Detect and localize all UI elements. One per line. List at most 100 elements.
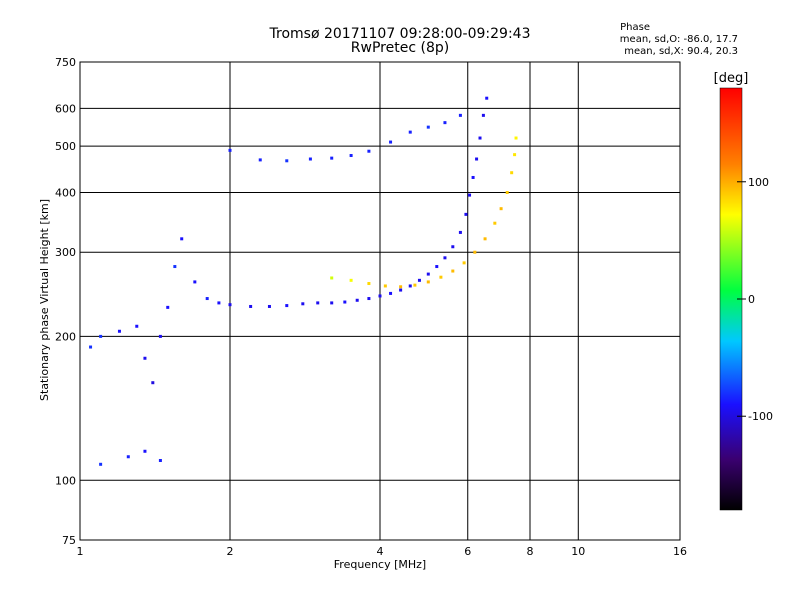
y-tick-label: 600	[55, 102, 76, 115]
colorbar-unit-label: [deg]	[714, 71, 749, 86]
echo-point	[471, 175, 475, 179]
echo-point	[217, 301, 221, 305]
echo-point	[426, 125, 430, 129]
echo-point	[426, 272, 430, 276]
echo-point	[367, 297, 371, 301]
echo-point	[493, 221, 497, 225]
y-tick-label: 300	[55, 246, 76, 259]
y-tick-label: 100	[55, 474, 76, 487]
y-axis-ticks: 75 100 200 300 400 500 600 750	[55, 56, 76, 547]
echo-point	[349, 154, 353, 158]
y-tick-label: 400	[55, 186, 76, 199]
echo-point	[285, 159, 289, 163]
echo-point	[426, 280, 430, 284]
x-tick-label: 10	[571, 545, 585, 558]
x-tick-label: 16	[673, 545, 687, 558]
echo-point	[180, 237, 184, 241]
x-tick-label: 8	[527, 545, 534, 558]
echo-point	[330, 301, 334, 305]
echo-point	[413, 283, 417, 287]
echo-point	[473, 250, 477, 254]
echo-point	[443, 256, 447, 260]
echo-point	[485, 96, 489, 100]
echo-point	[343, 300, 347, 304]
echo-point	[439, 275, 443, 279]
echo-point	[151, 381, 155, 385]
colorbar-tick-label: -100	[748, 410, 773, 423]
x-axis-label: Frequency [MHz]	[334, 558, 426, 571]
echo-point	[308, 157, 312, 161]
echo-point	[228, 303, 232, 307]
colorbar-tick-label: 100	[748, 176, 769, 189]
x-tick-label: 1	[77, 545, 84, 558]
x-tick-label: 6	[464, 545, 471, 558]
echo-point	[443, 121, 447, 125]
echo-point	[143, 356, 147, 360]
echo-point	[301, 302, 305, 306]
colorbar-tick-label: 0	[748, 293, 755, 306]
echo-point	[99, 334, 103, 338]
echo-point	[143, 449, 147, 453]
y-tick-label: 750	[55, 56, 76, 69]
echo-point	[367, 282, 371, 286]
echo-point	[435, 265, 439, 269]
echo-point	[158, 334, 162, 338]
y-tick-label: 500	[55, 140, 76, 153]
echo-point	[166, 305, 170, 309]
echo-point	[514, 136, 518, 140]
chart-title: Tromsø 20171107 09:28:00-09:29:43	[269, 26, 531, 42]
y-tick-label: 200	[55, 330, 76, 343]
echo-point	[367, 149, 371, 153]
x-tick-label: 4	[377, 545, 384, 558]
echo-point	[451, 245, 455, 249]
echo-point	[417, 278, 421, 282]
echo-point	[468, 193, 472, 197]
echo-point	[478, 136, 482, 140]
echo-point	[158, 458, 162, 462]
echo-point	[513, 153, 517, 157]
echo-point	[399, 288, 403, 292]
colorbar-ticks: 100 0 -100	[737, 176, 773, 423]
echo-point	[499, 207, 503, 211]
echo-point	[464, 212, 468, 216]
echo-point	[267, 304, 271, 308]
y-tick-label: 75	[62, 534, 76, 547]
echo-point	[117, 329, 121, 333]
plot-frame	[79, 61, 681, 541]
chart-subtitle: RwPretec (8p)	[350, 40, 450, 56]
x-tick-label: 2	[227, 545, 234, 558]
echo-point	[99, 462, 103, 466]
echo-point	[330, 276, 334, 280]
echo-point	[228, 148, 232, 152]
echo-point	[173, 265, 177, 269]
y-axis-label: Stationary phase Virtual Height [km]	[38, 199, 51, 401]
echo-point	[135, 324, 139, 328]
echo-point	[383, 284, 387, 288]
echo-point	[349, 278, 353, 282]
echo-point	[389, 291, 393, 295]
echo-point	[408, 284, 412, 288]
echo-point	[205, 297, 209, 301]
echo-point	[389, 140, 393, 144]
data-points	[89, 96, 518, 466]
echo-point	[330, 156, 334, 160]
echo-point	[458, 230, 462, 234]
echo-point	[458, 113, 462, 117]
phase-stats-x: mean, sd,X: 90.4, 20.3	[624, 46, 738, 57]
echo-point	[505, 190, 509, 194]
echo-point	[126, 455, 130, 459]
echo-point	[483, 237, 487, 241]
echo-point	[481, 113, 485, 117]
echo-point	[249, 304, 253, 308]
echo-point	[475, 157, 479, 161]
echo-point	[451, 269, 455, 273]
grid	[79, 61, 681, 541]
echo-point	[399, 285, 403, 289]
phase-stats-title: Phase	[620, 22, 650, 33]
echo-point	[378, 294, 382, 298]
echo-point	[285, 304, 289, 308]
x-axis-ticks: 1 2 4 6 8 10 16	[77, 545, 688, 558]
echo-point	[462, 261, 466, 265]
phase-stats-o: mean, sd,O: -86.0, 17.7	[619, 34, 738, 45]
